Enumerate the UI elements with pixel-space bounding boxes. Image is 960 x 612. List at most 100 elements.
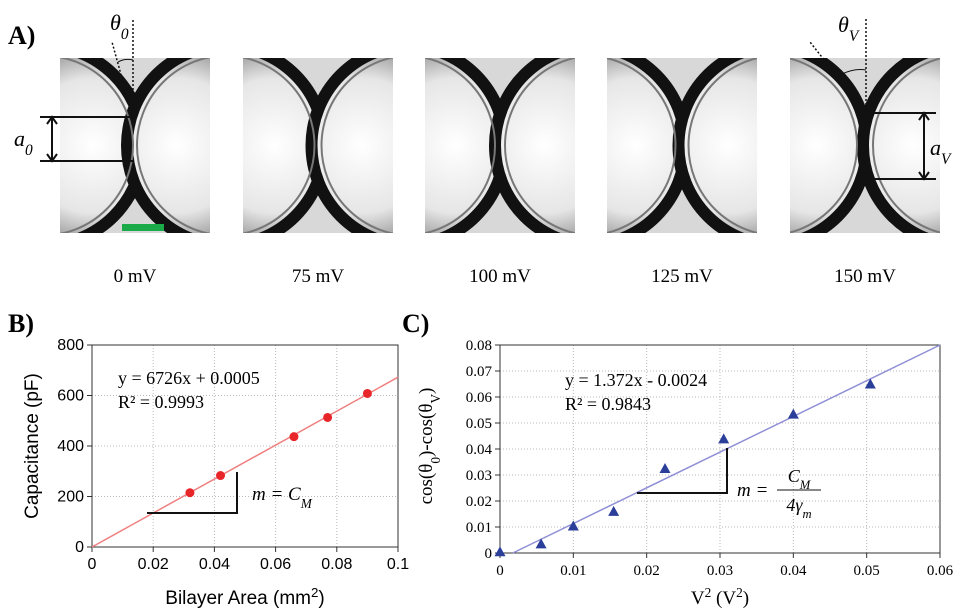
- data-point: [185, 488, 195, 498]
- angle-label-part: 0: [121, 26, 129, 43]
- x-axis-label-part: Bilayer Area (mm: [165, 588, 311, 609]
- slope-numerator: CM: [788, 466, 812, 492]
- droplet-rim: [425, 58, 496, 233]
- photo: [243, 58, 393, 233]
- x-tick-label: 0.02: [138, 556, 169, 573]
- x-axis-label-part: (V: [711, 588, 736, 609]
- panel-label: C): [402, 309, 429, 338]
- height-label: aV: [930, 135, 952, 168]
- photo: [60, 58, 210, 233]
- droplet: [672, 58, 757, 233]
- x-axis-label: Bilayer Area (mm2): [165, 585, 324, 610]
- droplet-rim: [243, 58, 316, 233]
- r-squared: R² = 0.9993: [118, 392, 204, 412]
- chart: B) 0 0.02 0.04 0.06 0.08 0.1 0 200 400 600 800 Bilay…: [8, 309, 409, 609]
- droplet-rim: [607, 58, 677, 233]
- data-point: [216, 471, 226, 481]
- x-tick-label: 0.1: [387, 556, 409, 573]
- slope-triangle: [637, 448, 728, 494]
- data-point: [362, 388, 372, 398]
- y-tick-label: 0.04: [466, 442, 493, 458]
- x-axis-label-part: 2: [311, 585, 318, 600]
- y-tick-label: 800: [57, 337, 84, 354]
- data-point: [608, 505, 620, 516]
- y-tick-label: 600: [57, 388, 84, 405]
- panel-label: B): [8, 309, 34, 338]
- angle-label: θ0: [110, 10, 129, 43]
- equation: y = 6726x + 0.0005: [118, 368, 260, 388]
- slope-denominator: 4γm: [786, 495, 811, 521]
- y-axis-label-part: cos(θ: [416, 464, 437, 505]
- angle-line: [809, 41, 867, 114]
- slope-label-part: C: [288, 484, 301, 505]
- y-axis-label: cos(θ0)-cos(θV): [416, 388, 443, 505]
- slope-triangle: [147, 472, 238, 514]
- photo: [425, 58, 575, 233]
- height-label-part: V: [941, 151, 952, 168]
- angle-label-part: V: [849, 28, 860, 45]
- x-tick-label: 0: [88, 556, 97, 573]
- y-tick-label: 0.02: [466, 494, 492, 510]
- data-point: [494, 546, 506, 557]
- droplet-rim: [320, 58, 393, 233]
- x-axis-label-part: 2: [736, 585, 743, 600]
- scale-bar: [122, 224, 164, 231]
- angle-label-part: θ: [838, 12, 849, 37]
- slope-label: m = CM: [252, 484, 313, 511]
- plot-frame: [499, 344, 941, 554]
- x-tick-label: 0.03: [707, 563, 733, 579]
- y-axis-label: Capacitance (pF): [22, 373, 43, 519]
- data-point: [289, 432, 299, 442]
- droplet-rim: [504, 58, 575, 233]
- slope-denominator-part: m: [802, 507, 811, 521]
- slope-label: m =: [737, 480, 768, 501]
- data-point: [535, 538, 547, 549]
- droplet-rim: [872, 58, 940, 233]
- y-tick-label: 200: [57, 489, 84, 506]
- droplet-rim: [60, 58, 134, 233]
- slope-numerator-part: M: [799, 478, 812, 492]
- y-tick-label: 400: [57, 438, 84, 455]
- y-tick-label: 0.06: [466, 390, 493, 406]
- voltage-label: 100 mV: [469, 266, 531, 287]
- slope-label-part: m =: [252, 484, 288, 505]
- angle-label: θV: [838, 12, 860, 45]
- x-tick-label: 0.04: [780, 563, 807, 579]
- angle-line: [111, 41, 134, 119]
- slope-label-part: M: [300, 496, 313, 511]
- x-tick-label: 0.06: [260, 556, 291, 573]
- slope-denominator-part: 4γ: [786, 495, 803, 515]
- height-label-part: a: [14, 126, 25, 151]
- height-label-part: a: [930, 135, 941, 160]
- trend-line: [91, 376, 399, 548]
- data-point: [718, 433, 730, 444]
- y-axis-label-part: V: [428, 394, 443, 404]
- data-point: [864, 378, 876, 389]
- x-axis-label-part: 2: [705, 585, 712, 600]
- height-bracket: [866, 111, 936, 181]
- plot-frame: [91, 344, 399, 548]
- y-tick-label: 0.01: [466, 520, 492, 536]
- panel-label: A): [8, 21, 35, 50]
- droplet-rim: [687, 58, 757, 233]
- height-label: a0: [14, 126, 33, 159]
- droplet-rim: [136, 58, 210, 233]
- equation: y = 1.372x - 0.0024: [565, 370, 707, 390]
- y-axis-label-part: 0: [428, 457, 443, 464]
- chart: C) 0 0.01 0.02 0.03 0.04 0.05 0.06 0 0.01 0.02 0.03…: [402, 309, 954, 609]
- voltage-label: 75 mV: [292, 266, 345, 287]
- y-tick-label: 0: [485, 546, 493, 562]
- x-tick-label: 0: [496, 563, 504, 579]
- angle-arc: [841, 69, 867, 75]
- voltage-label: 150 mV: [834, 266, 896, 287]
- x-axis-label: V2 (V2): [691, 585, 749, 610]
- height-bracket: [40, 115, 133, 163]
- x-axis-label-part: ): [743, 588, 749, 609]
- y-axis-label-part: )-cos(θ: [416, 404, 437, 457]
- data-point: [659, 463, 671, 474]
- height-label-part: 0: [25, 142, 33, 159]
- y-tick-label: 0: [75, 539, 84, 556]
- y-axis-label-part: Capacitance (pF): [22, 373, 43, 519]
- x-axis-label-part: ): [318, 588, 324, 609]
